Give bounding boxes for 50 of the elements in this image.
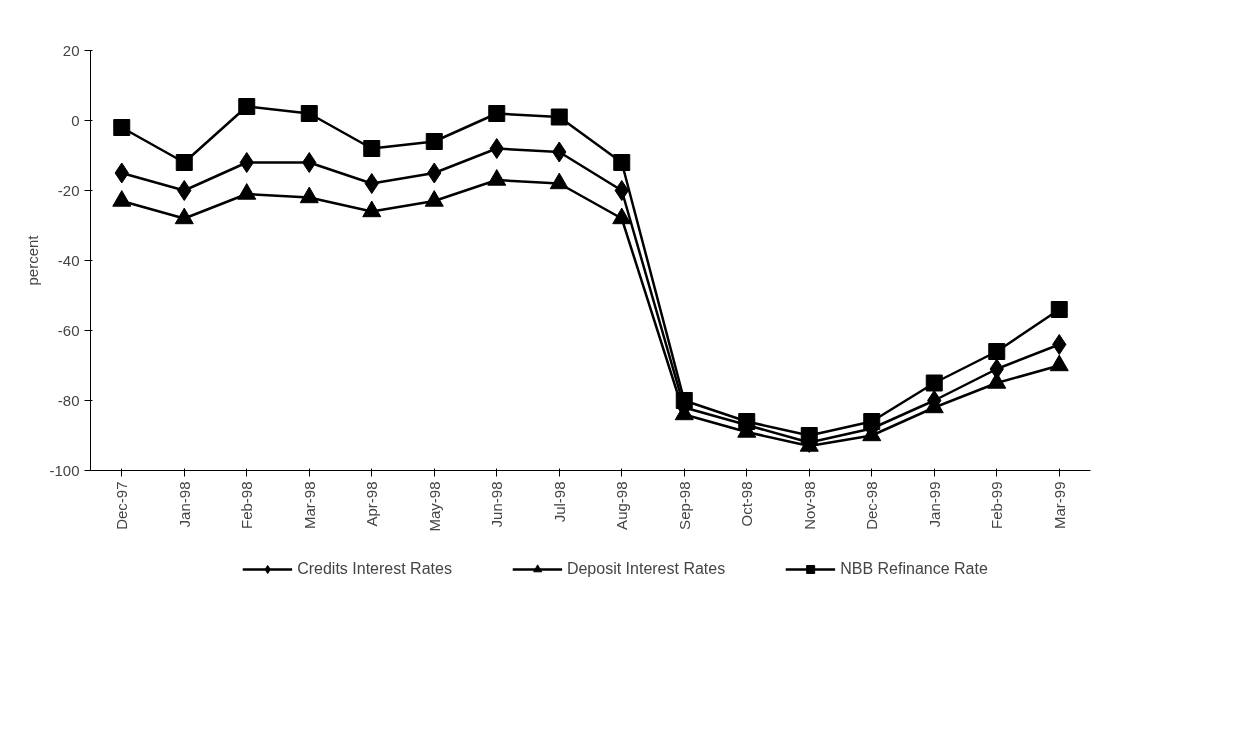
point — [113, 119, 131, 136]
point — [425, 133, 443, 150]
x-tick-label: Mar-98 — [300, 481, 318, 530]
x-tick-label: Aug-98 — [613, 481, 631, 530]
point — [177, 180, 192, 201]
point — [988, 343, 1006, 360]
x-tick-label: Jan-98 — [175, 481, 193, 528]
point — [238, 98, 256, 115]
x-tick-label: May-98 — [425, 481, 443, 532]
point — [614, 180, 629, 201]
y-tick-label: -80 — [57, 391, 80, 409]
y-tick-label: -100 — [49, 461, 80, 479]
y-tick-label: -40 — [57, 251, 80, 269]
legend-label: NBB Refinance Rate — [840, 560, 988, 578]
x-tick-label: Jan-99 — [925, 481, 943, 528]
y-tick-label: 0 — [71, 111, 80, 129]
point — [863, 413, 881, 430]
point — [488, 105, 506, 122]
point — [175, 154, 193, 171]
x-tick-label: Jun-98 — [488, 481, 506, 528]
legend-label: Deposit Interest Rates — [566, 560, 726, 578]
point — [800, 427, 818, 444]
point — [1050, 301, 1068, 318]
x-tick-label: Feb-98 — [238, 481, 256, 530]
point — [550, 108, 568, 126]
x-tick-label: Dec-98 — [863, 481, 881, 530]
x-tick-label: Sep-98 — [675, 481, 693, 530]
x-tick-label: Apr-98 — [363, 481, 381, 527]
legend-label: Credits Interest Rates — [297, 560, 452, 578]
x-tick-label: Oct-98 — [738, 481, 756, 527]
point — [738, 413, 756, 430]
point — [675, 392, 693, 409]
point — [300, 105, 318, 122]
x-tick-label: Jul-98 — [550, 481, 568, 523]
x-tick-label: Dec-97 — [113, 481, 131, 530]
x-tick-label: Mar-99 — [1050, 481, 1068, 530]
y-axis-title: percent — [24, 234, 42, 286]
point — [613, 154, 631, 171]
point — [363, 140, 381, 157]
y-tick-label: -20 — [57, 181, 80, 199]
y-tick-label: 20 — [62, 41, 80, 59]
point — [239, 152, 254, 173]
point — [925, 374, 943, 392]
point — [302, 152, 317, 173]
point — [1052, 334, 1067, 355]
y-tick-label: -60 — [57, 321, 80, 339]
point — [489, 138, 504, 159]
x-tick-label: Nov-98 — [800, 481, 818, 530]
x-tick-label: Feb-99 — [988, 481, 1006, 530]
point — [364, 173, 379, 194]
